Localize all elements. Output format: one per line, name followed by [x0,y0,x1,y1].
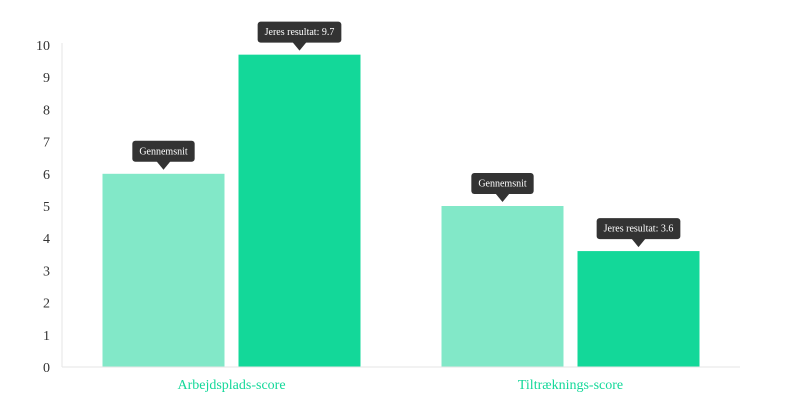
x-category-label: Arbejdsplads-score [177,378,285,393]
bar-tooltip: Jeres resultat: 9.7 [257,21,342,51]
tooltip-box [471,173,534,194]
y-tick-label: 3 [43,264,50,279]
tooltip-text: Gennemsnit [139,146,188,157]
y-tick-label: 1 [43,329,50,344]
x-axis: Arbejdsplads-score Tiltræknings-score [62,366,740,393]
y-tick-label: 2 [43,297,50,312]
tooltip-text: Jeres resultat: 3.6 [604,224,674,235]
tooltips: Gennemsnit Jeres resultat: 9.7 Gennemsnit J… [132,21,681,248]
bar [102,173,225,367]
tooltip-pointer [292,42,307,51]
tooltip-box [257,21,342,43]
y-tick-label: 9 [43,71,50,86]
bar [441,206,564,367]
y-tick-label: 7 [43,136,50,151]
tooltip-box [596,218,681,240]
tooltip-pointer [495,193,510,202]
bar-tooltip: Gennemsnit [471,173,534,202]
y-tick-label: 6 [43,168,50,183]
tooltip-text: Gennemsnit [478,179,527,190]
tooltip-pointer [631,238,646,248]
y-tick-label: 4 [43,232,50,247]
y-tick-label: 8 [43,103,50,118]
tooltip-text: Jeres resultat: 9.7 [265,27,335,38]
bars [102,54,700,367]
y-tick-label: 5 [43,200,50,215]
bar-tooltip: Jeres resultat: 3.6 [596,218,681,248]
tooltip-box [132,140,195,162]
bar-tooltip: Gennemsnit [132,140,195,170]
y-tick-label: 0 [43,361,50,376]
y-tick-label: 10 [36,39,50,54]
bar [238,54,361,367]
tooltip-pointer [156,161,171,170]
x-category-label: Tiltræknings-score [518,378,623,393]
y-axis: 0 1 2 3 4 5 6 7 8 9 10 [36,39,63,376]
bar [577,251,700,367]
